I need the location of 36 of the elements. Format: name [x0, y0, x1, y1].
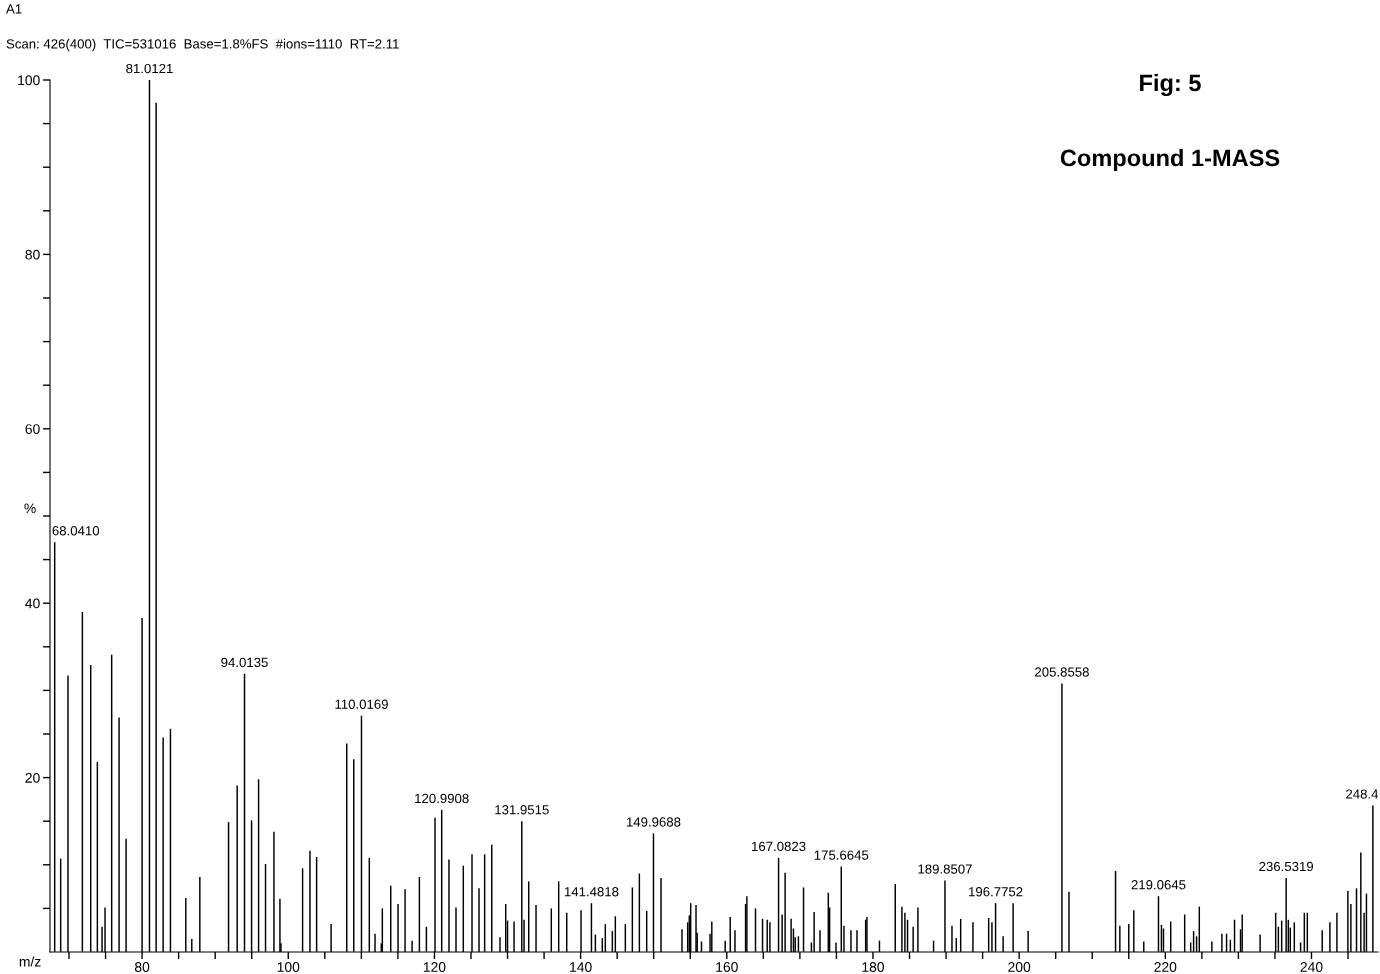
- text: Compound 1-MASS: [1060, 148, 1280, 171]
- x-tick-label: 240: [1300, 962, 1323, 972]
- text: A1: [6, 4, 22, 14]
- y-tick-label: 100: [18, 75, 40, 86]
- x-tick-label: 120: [423, 962, 446, 972]
- annotation: 141.4818: [564, 887, 619, 897]
- text: Scan: 426(400) TIC=531016 Base=1.8%FS #ions=1110 RT=2.11: [6, 38, 399, 52]
- x-tick-label: 220: [1154, 962, 1177, 972]
- annotation: 205.8558: [1035, 667, 1089, 677]
- annotation: 167.0823: [752, 841, 806, 852]
- annotation: 219.0645: [1131, 880, 1186, 890]
- y-axis-title: %: [24, 503, 36, 514]
- annotation: 120.9908: [415, 793, 469, 804]
- x-tick-label: 180: [862, 962, 885, 972]
- x-tick-label: 100: [277, 962, 300, 972]
- annotation: 110.0169: [335, 699, 388, 709]
- x-tick-label: 80: [134, 962, 150, 972]
- annotation: 68.0410: [52, 526, 100, 536]
- annotation: 196.7752: [969, 887, 1023, 897]
- annotation: 248.4: [1346, 789, 1379, 799]
- annotation: 189.8507: [918, 864, 972, 874]
- annotation: 149.9688: [626, 817, 681, 827]
- annotation: 81.0121: [126, 63, 173, 74]
- annotation: 131.9515: [495, 805, 549, 815]
- annotation: 236.5319: [1259, 861, 1314, 872]
- annotation: 175.6645: [814, 850, 869, 860]
- y-tick-label: 60: [25, 424, 40, 434]
- chart-title: Fig: 5: [1140, 73, 1201, 97]
- x-tick-label: 160: [716, 962, 738, 972]
- x-tick-label: 200: [1008, 962, 1031, 972]
- y-tick-label: 40: [25, 598, 40, 609]
- y-tick-label: 20: [25, 772, 40, 783]
- annotation: 94.0135: [221, 657, 268, 668]
- y-tick-label: 80: [25, 249, 40, 260]
- x-axis-title: m/z: [19, 956, 41, 967]
- x-tick-label: 140: [570, 962, 592, 972]
